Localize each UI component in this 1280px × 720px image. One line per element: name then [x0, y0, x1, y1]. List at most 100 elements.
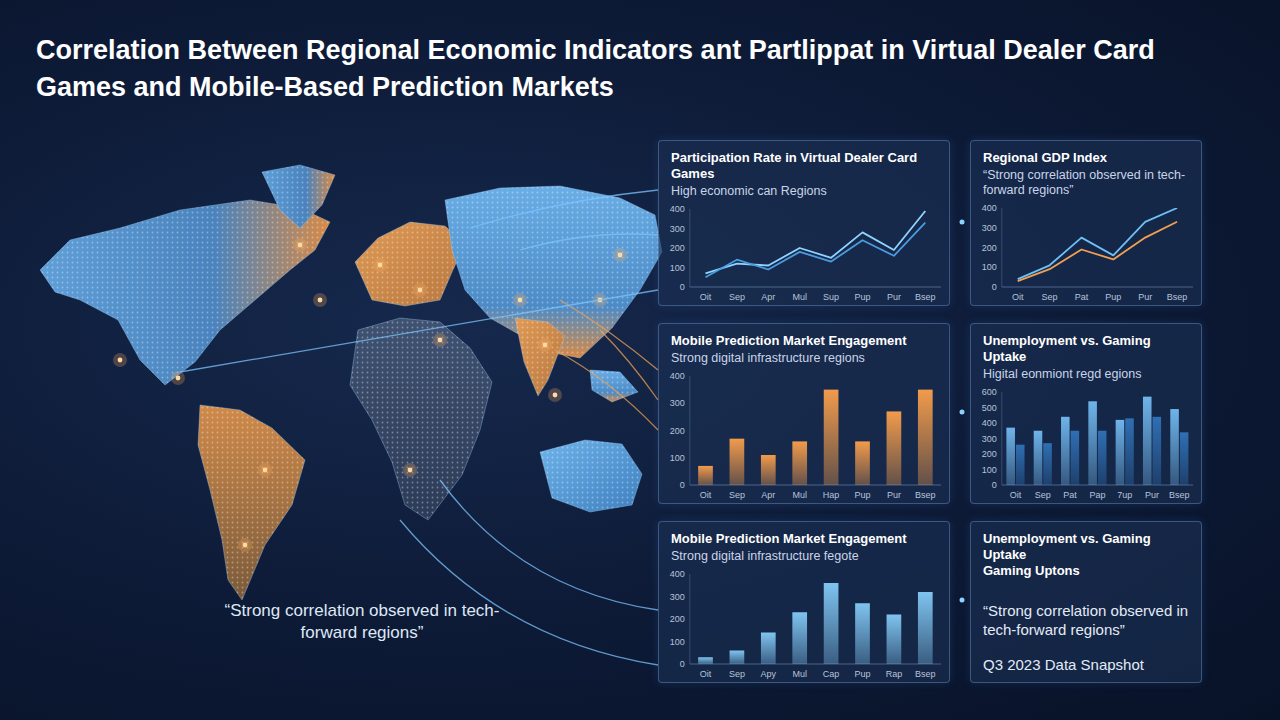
x-tick-label: Hap	[823, 490, 840, 500]
x-tick-label: 7up	[1117, 490, 1132, 500]
x-axis-line	[690, 664, 941, 665]
city-dot	[263, 468, 268, 473]
city-dot	[618, 253, 623, 258]
continent	[355, 222, 465, 306]
x-tick-label: Mul	[792, 292, 807, 302]
bar	[761, 455, 776, 485]
line-series	[706, 211, 926, 273]
map-quote: “Strong correlation observed in tech-for…	[222, 600, 502, 644]
y-tick-label: 600	[982, 387, 997, 397]
city-dot	[176, 376, 181, 381]
bar	[855, 603, 870, 664]
x-tick-label: Pat	[1063, 490, 1077, 500]
bar	[1125, 418, 1134, 485]
continent	[540, 440, 642, 512]
x-tick-label: Pur	[887, 292, 901, 302]
y-tick-label: 400	[982, 418, 997, 428]
x-tick-label: Bsep	[1169, 490, 1190, 500]
bar	[1034, 431, 1043, 485]
y-tick-label: 300	[982, 434, 997, 444]
y-tick-label: 400	[982, 203, 997, 213]
panel-header: Unemployment vs. Gaming UptakeHigital eo…	[971, 324, 1201, 384]
link-dot	[960, 598, 965, 603]
x-tick-label: Mul	[792, 669, 807, 679]
connector	[180, 290, 658, 372]
x-tick-label: Oit	[1010, 490, 1022, 500]
city-dot	[408, 468, 413, 473]
chart: 0100200300400OitSepApyMulCapPupRapBsep	[659, 566, 949, 682]
bar	[1006, 428, 1015, 485]
bar	[730, 651, 745, 665]
continent-lights	[540, 440, 642, 512]
panel-header: Participation Rate in Virtual Dealer Car…	[659, 141, 949, 201]
x-axis-line	[690, 485, 941, 486]
continent-lights	[590, 370, 638, 402]
connector	[600, 330, 658, 400]
panel-footer: Q3 2023 Data Snapshot	[983, 655, 1189, 674]
bar	[1043, 443, 1052, 485]
x-axis-line	[690, 287, 941, 288]
city-glow	[413, 283, 427, 297]
city-glow	[293, 238, 307, 252]
continent-lights	[40, 200, 330, 385]
bar	[824, 390, 839, 485]
plot-marks	[1006, 397, 1188, 485]
city-dot	[438, 338, 443, 343]
bar	[792, 612, 807, 664]
connector	[560, 300, 658, 370]
chart: 0100200300400OitSepPatPupPurBsep	[971, 200, 1201, 305]
city-glow	[238, 538, 252, 552]
y-tick-label: 200	[670, 614, 685, 624]
bar	[1088, 401, 1097, 485]
bar	[1153, 417, 1162, 485]
x-tick-label: Sep	[1042, 292, 1058, 302]
city-glow	[113, 353, 127, 367]
city-dot	[553, 393, 558, 398]
bar	[918, 592, 933, 664]
plot-marks	[706, 211, 926, 277]
panel: Mobile Prediction Market EngagementStron…	[658, 323, 950, 504]
x-tick-label: Bsep	[1167, 292, 1188, 302]
city-dot	[378, 263, 383, 268]
connector	[400, 520, 658, 665]
y-tick-label: 500	[982, 403, 997, 413]
x-tick-label: Rap	[886, 669, 903, 679]
panel-title: Participation Rate in Virtual Dealer Car…	[671, 150, 937, 182]
y-tick-label: 400	[670, 371, 685, 381]
panel-subtitle: Strong digital infrastructure regions	[671, 351, 937, 366]
x-tick-label: Sep	[729, 292, 745, 302]
bar	[1016, 445, 1025, 485]
y-tick-label: 100	[982, 465, 997, 475]
plot-marks	[698, 583, 933, 664]
x-tick-label: Pup	[1105, 292, 1121, 302]
bar	[855, 441, 870, 485]
x-tick-label: Sep	[729, 490, 745, 500]
bar	[698, 657, 713, 664]
line-series	[706, 223, 926, 278]
panel-title: Regional GDP Index	[983, 150, 1189, 166]
bar	[730, 439, 745, 485]
y-axis-line	[689, 574, 690, 664]
connector	[555, 350, 658, 430]
connector	[520, 234, 658, 250]
y-axis-line	[1001, 392, 1002, 485]
panel-subtitle: High economic can Regions	[671, 184, 937, 199]
x-tick-label: Pap	[1089, 490, 1105, 500]
panel: Unemployment vs. Gaming UptakeHigital eo…	[970, 323, 1202, 504]
continent-lights	[515, 318, 565, 396]
city-glow	[513, 293, 527, 307]
city-glow	[548, 388, 562, 402]
y-axis-line	[689, 376, 690, 485]
y-tick-label: 0	[992, 282, 997, 292]
continent	[198, 405, 305, 600]
x-tick-label: Oit	[700, 490, 712, 500]
panel-header: Mobile Prediction Market EngagementStron…	[659, 522, 949, 566]
link-dot	[960, 220, 965, 225]
chart: 0100200300400OitSepAprMulSupPupPurBsep	[659, 201, 949, 305]
y-tick-label: 0	[680, 282, 685, 292]
bar	[698, 466, 713, 485]
bar	[1170, 409, 1179, 485]
link-dot	[960, 410, 965, 415]
bar	[1061, 417, 1070, 485]
connector	[440, 480, 658, 610]
